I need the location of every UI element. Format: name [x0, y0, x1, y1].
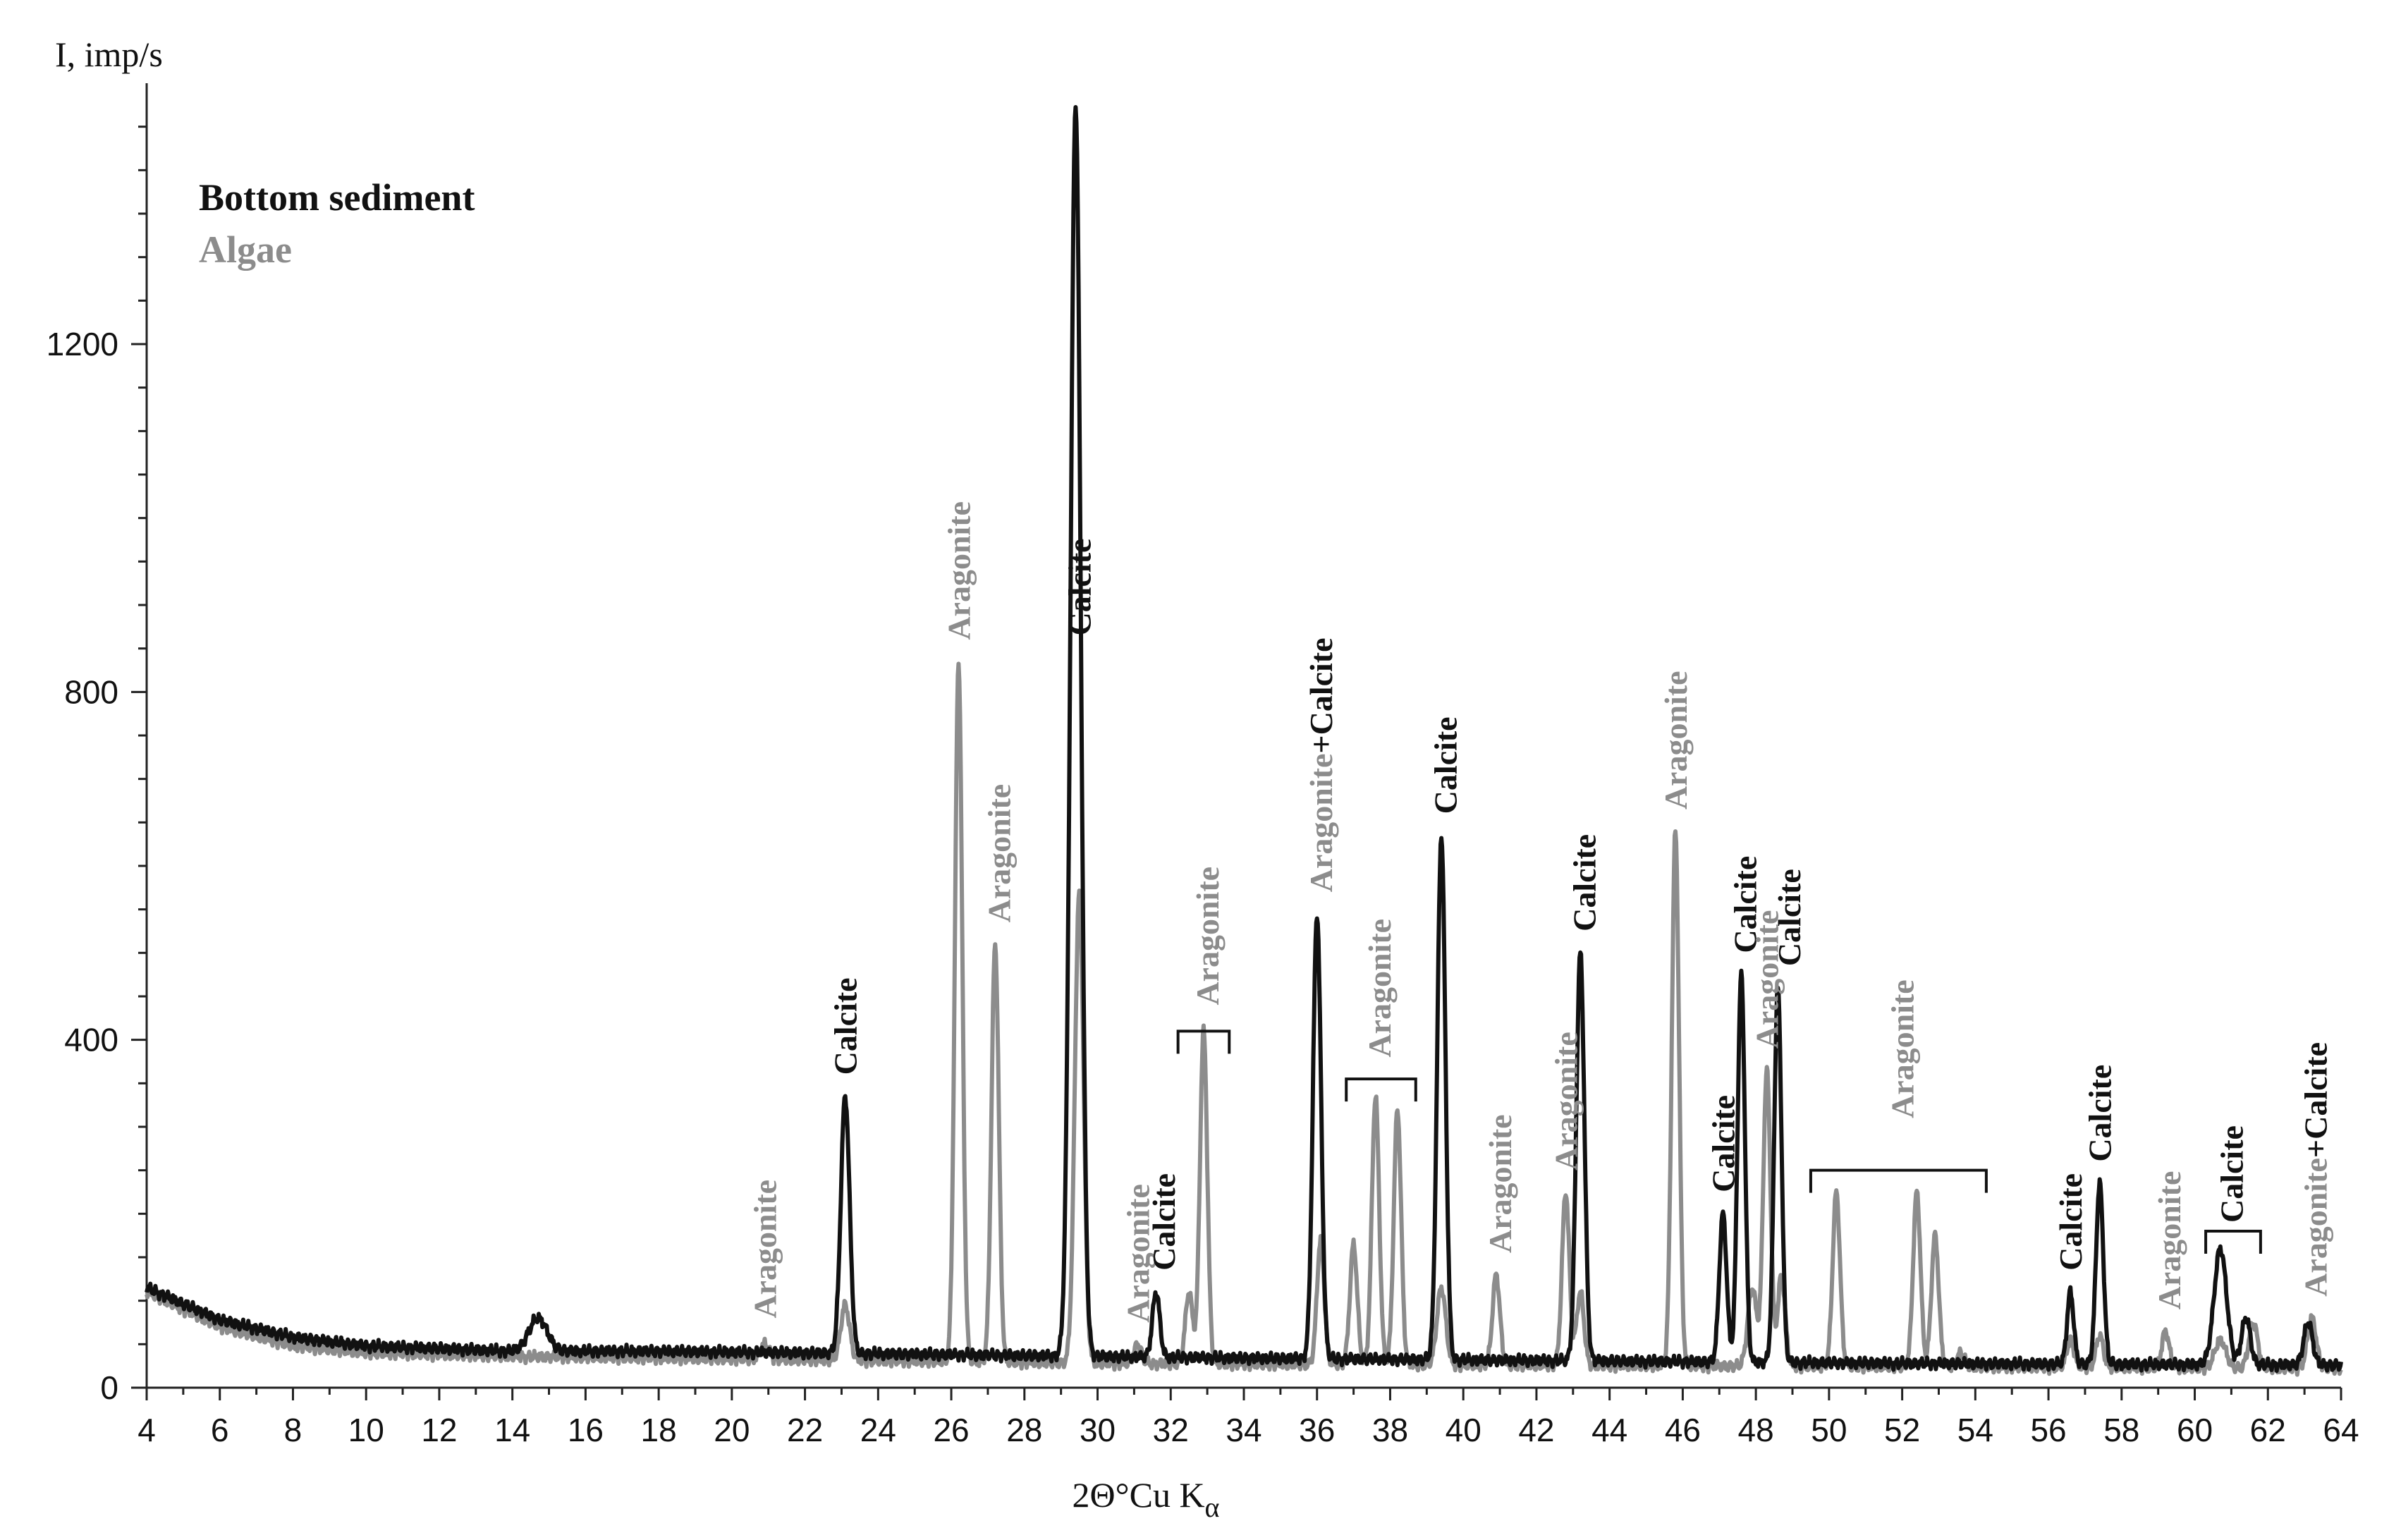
x-tick-label: 52: [1884, 1412, 1920, 1448]
x-tick-label: 62: [2250, 1412, 2286, 1448]
x-tick-label: 46: [1665, 1412, 1701, 1448]
peak-bracket: [2204, 1230, 2262, 1254]
x-tick-label: 34: [1226, 1412, 1261, 1448]
peak-label-aragonite: Aragonite: [1362, 919, 1398, 1058]
x-tick-label: 58: [2103, 1412, 2139, 1448]
peak-label-calcite: Calcite: [1146, 1173, 1182, 1271]
peak-label-aragonite: Aragonite: [1482, 1114, 1518, 1253]
x-tick-label: 50: [1811, 1412, 1847, 1448]
x-tick-label: 10: [348, 1412, 384, 1448]
peak-label-aragonite-calcite: Aragonite+Calcite: [2298, 1042, 2334, 1297]
peak-label-calcite: Calcite: [1771, 869, 1807, 966]
x-tick-label: 24: [860, 1412, 896, 1448]
peak-label-aragonite: Aragonite: [2151, 1171, 2187, 1310]
x-tick-label: 6: [211, 1412, 229, 1448]
peak-label-calcite: Calcite: [828, 977, 864, 1075]
y-tick-label: 400: [64, 1022, 118, 1058]
peak-label-calcite: Calcite: [1705, 1095, 1741, 1192]
peak-label-aragonite: Aragonite: [1548, 1032, 1584, 1171]
x-tick-label: 30: [1080, 1412, 1116, 1448]
x-tick-label: 12: [421, 1412, 457, 1448]
peak-brackets: [1176, 1029, 2262, 1254]
peak-label-calcite: Calcite: [2213, 1125, 2249, 1223]
x-tick-label: 48: [1738, 1412, 1774, 1448]
legend-entry-algae: Algae: [199, 228, 292, 271]
peak-label-aragonite: Aragonite: [1120, 1184, 1156, 1323]
x-tick-label: 54: [1957, 1412, 1993, 1448]
x-tick-label: 20: [714, 1412, 750, 1448]
x-tick-label: 26: [933, 1412, 969, 1448]
peak-bracket: [1809, 1168, 1988, 1193]
x-tick-label: 28: [1006, 1412, 1042, 1448]
x-tick-label: 16: [568, 1412, 604, 1448]
x-tick-label: 32: [1153, 1412, 1189, 1448]
series-line-bottom-sediment: [145, 105, 2343, 1374]
x-tick-label: 64: [2323, 1412, 2359, 1448]
y-axis-title: I, imp/s: [55, 35, 163, 74]
peak-label-aragonite: Aragonite: [1749, 910, 1785, 1049]
x-tick-label: 56: [2030, 1412, 2066, 1448]
x-tick-label: 18: [641, 1412, 677, 1448]
peak-label-aragonite: Aragonite: [1658, 671, 1694, 809]
x-axis-title-subscript: α: [1205, 1491, 1220, 1523]
peak-label-calcite: Calcite: [1427, 716, 1463, 814]
x-tick-label: 44: [1591, 1412, 1627, 1448]
peak-bracket: [1345, 1077, 1417, 1102]
series-line-algae: [145, 661, 2343, 1377]
peak-label-calcite: Calcite: [1728, 856, 1764, 953]
x-tick-label: 40: [1446, 1412, 1481, 1448]
x-tick-label: 14: [494, 1412, 530, 1448]
y-tick-label: 0: [100, 1369, 118, 1406]
y-tick-label: 800: [64, 673, 118, 710]
peak-label-calcite: Calcite: [1062, 539, 1098, 636]
peak-label-aragonite: Aragonite: [981, 784, 1017, 923]
x-tick-label: 22: [787, 1412, 823, 1448]
peak-label-calcite: Calcite: [1566, 834, 1602, 931]
x-tick-label: 36: [1299, 1412, 1335, 1448]
x-tick-label: 42: [1518, 1412, 1554, 1448]
peak-label-aragonite: Aragonite: [1190, 867, 1226, 1006]
legend-entry-bottom-sediment: Bottom sediment: [199, 176, 475, 219]
x-axis-title: 2Θ°Cu Kα: [1072, 1475, 1219, 1523]
x-tick-label: 38: [1372, 1412, 1408, 1448]
peak-label-aragonite-calcite: Aragonite+Calcite: [1303, 637, 1339, 892]
y-tick-label: 1200: [47, 326, 118, 362]
peak-label-aragonite: Aragonite: [941, 501, 977, 640]
peak-label-calcite: Calcite: [2082, 1065, 2118, 1162]
peak-label-aragonite: Aragonite: [747, 1180, 783, 1319]
series-lines: [145, 105, 2343, 1377]
x-axis-title-main: 2Θ°Cu K: [1072, 1475, 1204, 1515]
x-tick-label: 8: [284, 1412, 303, 1448]
x-tick-label: 60: [2177, 1412, 2213, 1448]
peak-label-aragonite: Aragonite: [1885, 979, 1921, 1118]
peak-label-calcite: Calcite: [2053, 1173, 2089, 1271]
peak-bracket: [1176, 1029, 1231, 1054]
x-tick-label: 4: [138, 1412, 156, 1448]
peak-annotations: AragoniteCalciteAragoniteAragoniteCalcit…: [747, 501, 2334, 1323]
